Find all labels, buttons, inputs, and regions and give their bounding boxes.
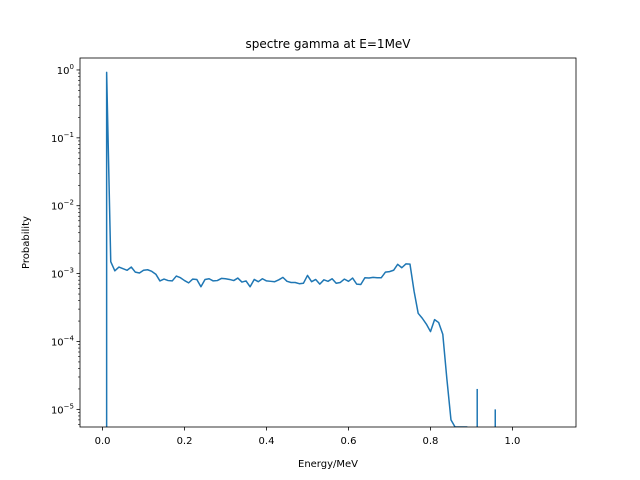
series-line-0: [105, 71, 468, 427]
plot-area: [105, 71, 496, 427]
y-tick-label-1: 10−4: [51, 334, 75, 348]
y-tick-label-0: 10−5: [51, 402, 74, 416]
x-tick-label-0: 0.0: [95, 436, 111, 447]
x-tick-label-2: 0.4: [259, 436, 275, 447]
plot-frame: [79, 57, 577, 428]
chart-title: spectre gamma at E=1MeV: [245, 37, 411, 51]
y-tick-label-3: 10−2: [51, 199, 74, 213]
y-tick-label-2: 10−3: [51, 267, 74, 281]
y-tick-label-4: 10−1: [51, 131, 74, 145]
x-tick-label-3: 0.6: [341, 436, 357, 447]
x-axis-ticks: 0.0 0.2 0.4 0.6 0.8 1.0: [95, 427, 521, 447]
y-axis-label: Probability: [21, 216, 32, 269]
y-tick-label-5: 100: [57, 63, 74, 77]
x-axis-label: Energy/MeV: [298, 459, 358, 470]
x-tick-label-4: 0.8: [423, 436, 439, 447]
x-tick-label-5: 1.0: [505, 436, 521, 447]
x-tick-label-1: 0.2: [177, 436, 193, 447]
